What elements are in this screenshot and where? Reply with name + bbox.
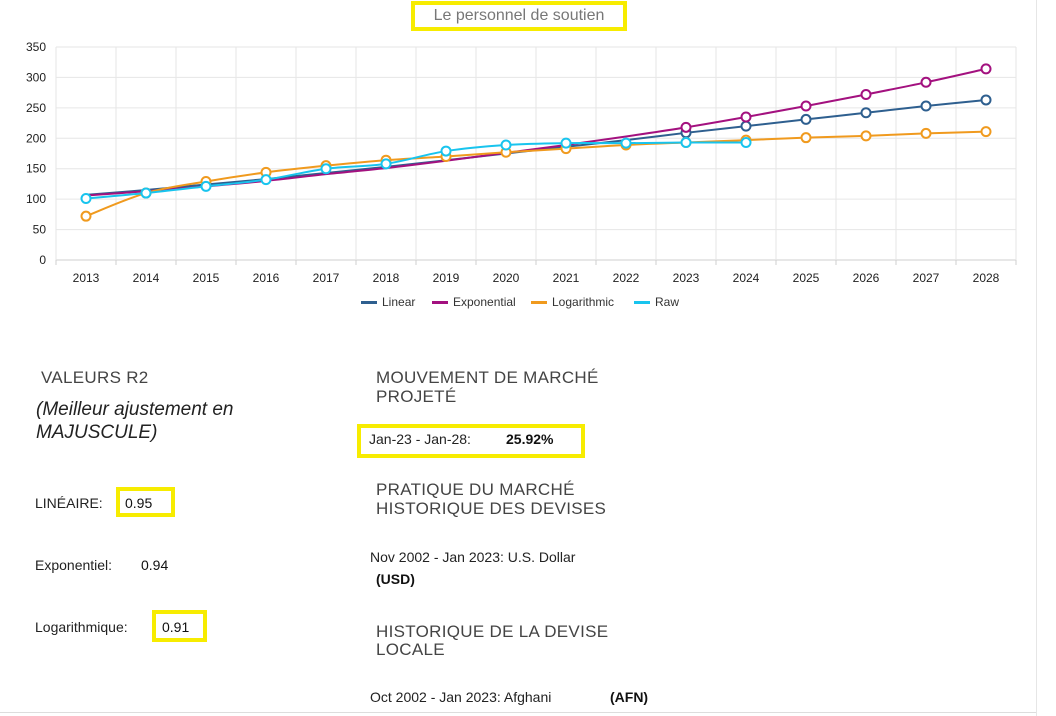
raw-point xyxy=(740,137,752,149)
x-tick-label: 2020 xyxy=(493,271,520,285)
line-chart: 0 50 100 150 200 250 300 350 2013 2014 2015 2016 201… xyxy=(26,40,1017,285)
x-tick-label: 2022 xyxy=(613,271,640,285)
y-tick-label: 0 xyxy=(39,253,46,267)
raw-point xyxy=(380,158,392,170)
exponential-point xyxy=(920,76,932,88)
logarithmic-point xyxy=(800,132,812,144)
x-tick-label: 2016 xyxy=(253,271,280,285)
logarithmic-legend-label[interactable]: Logarithmic xyxy=(552,295,615,309)
currency-heading-line1: PRATIQUE DU MARCHÉ xyxy=(376,480,575,499)
x-tick-label: 2021 xyxy=(553,271,580,285)
linear-point xyxy=(980,94,992,106)
r2-heading: VALEURS R2 xyxy=(41,368,149,387)
exponential-point xyxy=(860,88,872,100)
projection-value: 25.92% xyxy=(506,431,554,447)
raw-point xyxy=(680,137,692,149)
y-tick-label: 150 xyxy=(26,162,46,176)
exponential-point xyxy=(980,63,992,75)
logarithmic-r2-label: Logarithmique: xyxy=(35,619,128,635)
logarithmic-legend-swatch[interactable] xyxy=(531,301,547,304)
market-heading-line1: MOUVEMENT DE MARCHÉ xyxy=(376,368,599,387)
panel-divider xyxy=(1036,0,1037,716)
logarithmic-point xyxy=(860,130,872,142)
logarithmic-point xyxy=(980,126,992,138)
x-tick-label: 2014 xyxy=(133,271,160,285)
x-tick-label: 2027 xyxy=(913,271,940,285)
x-tick-label: 2019 xyxy=(433,271,460,285)
linear-legend-label[interactable]: Linear xyxy=(382,295,416,309)
y-tick-label: 250 xyxy=(26,101,46,115)
local-currency-history: Oct 2002 - Jan 2023: Afghani xyxy=(370,689,552,705)
best-fit-note: (Meilleur ajustement en MAJUSCULE) xyxy=(36,399,234,443)
raw-point xyxy=(140,187,152,199)
currency-heading-line2: HISTORIQUE DES DEVISES xyxy=(376,499,607,518)
x-tick-label: 2018 xyxy=(373,271,400,285)
exponential-point xyxy=(740,111,752,123)
linear-point xyxy=(800,113,812,125)
raw-point xyxy=(560,137,572,149)
x-tick-label: 2015 xyxy=(193,271,220,285)
projection-highlight xyxy=(357,424,585,458)
raw-legend-swatch[interactable] xyxy=(634,301,650,304)
raw-point xyxy=(260,174,272,186)
linear-r2-label: LINÉAIRE: xyxy=(35,495,103,511)
logarithmic-series-line xyxy=(85,130,987,218)
exponential-legend-label[interactable]: Exponential xyxy=(453,295,516,309)
linear-highlight xyxy=(116,487,175,517)
currency-history-code: (USD) xyxy=(376,571,415,587)
exponential-point xyxy=(800,100,812,112)
local-heading-line1: HISTORIQUE DE LA DEVISE xyxy=(376,622,609,641)
exponential-point xyxy=(680,121,692,133)
logarithmic-point xyxy=(80,210,92,222)
x-tick-label: 2025 xyxy=(793,271,820,285)
currency-history-period: Nov 2002 - Jan 2023: U.S. Dollar xyxy=(370,549,576,565)
x-tick-label: 2024 xyxy=(733,271,760,285)
x-tick-label: 2013 xyxy=(73,271,100,285)
y-tick-label: 350 xyxy=(26,40,46,54)
linear-r2-value: 0.95 xyxy=(125,495,153,511)
x-tick-label: 2017 xyxy=(313,271,340,285)
exponential-r2-label: Exponentiel: xyxy=(35,557,113,573)
logarithmic-highlight xyxy=(152,610,207,642)
linear-point xyxy=(920,100,932,112)
y-tick-label: 200 xyxy=(26,131,46,145)
linear-point xyxy=(740,120,752,132)
x-tick-label: 2026 xyxy=(853,271,880,285)
local-currency-code: (AFN) xyxy=(610,689,649,705)
y-tick-label: 300 xyxy=(26,70,46,84)
bottom-divider xyxy=(0,712,1036,713)
exponential-legend-swatch[interactable] xyxy=(432,301,448,304)
local-heading-line2: LOCALE xyxy=(376,640,445,659)
linear-point xyxy=(860,107,872,119)
projection-range: Jan-23 - Jan-28: xyxy=(369,431,471,447)
x-tick-label: 2028 xyxy=(973,271,1000,285)
raw-point xyxy=(620,137,632,149)
raw-point xyxy=(320,163,332,175)
y-tick-label: 100 xyxy=(26,192,46,206)
y-tick-label: 50 xyxy=(33,223,47,237)
logarithmic-point xyxy=(920,127,932,139)
market-heading-line2: PROJETÉ xyxy=(376,387,457,406)
chart-title: Le personnel de soutien xyxy=(411,1,627,31)
exponential-r2-value: 0.94 xyxy=(141,557,169,573)
raw-point xyxy=(440,145,452,157)
raw-point xyxy=(80,193,92,205)
raw-point xyxy=(500,139,512,151)
raw-legend-label[interactable]: Raw xyxy=(655,295,680,309)
raw-point xyxy=(200,180,212,192)
logarithmic-r2-value: 0.91 xyxy=(162,619,190,635)
linear-legend-swatch[interactable] xyxy=(361,301,377,304)
x-tick-label: 2023 xyxy=(673,271,700,285)
